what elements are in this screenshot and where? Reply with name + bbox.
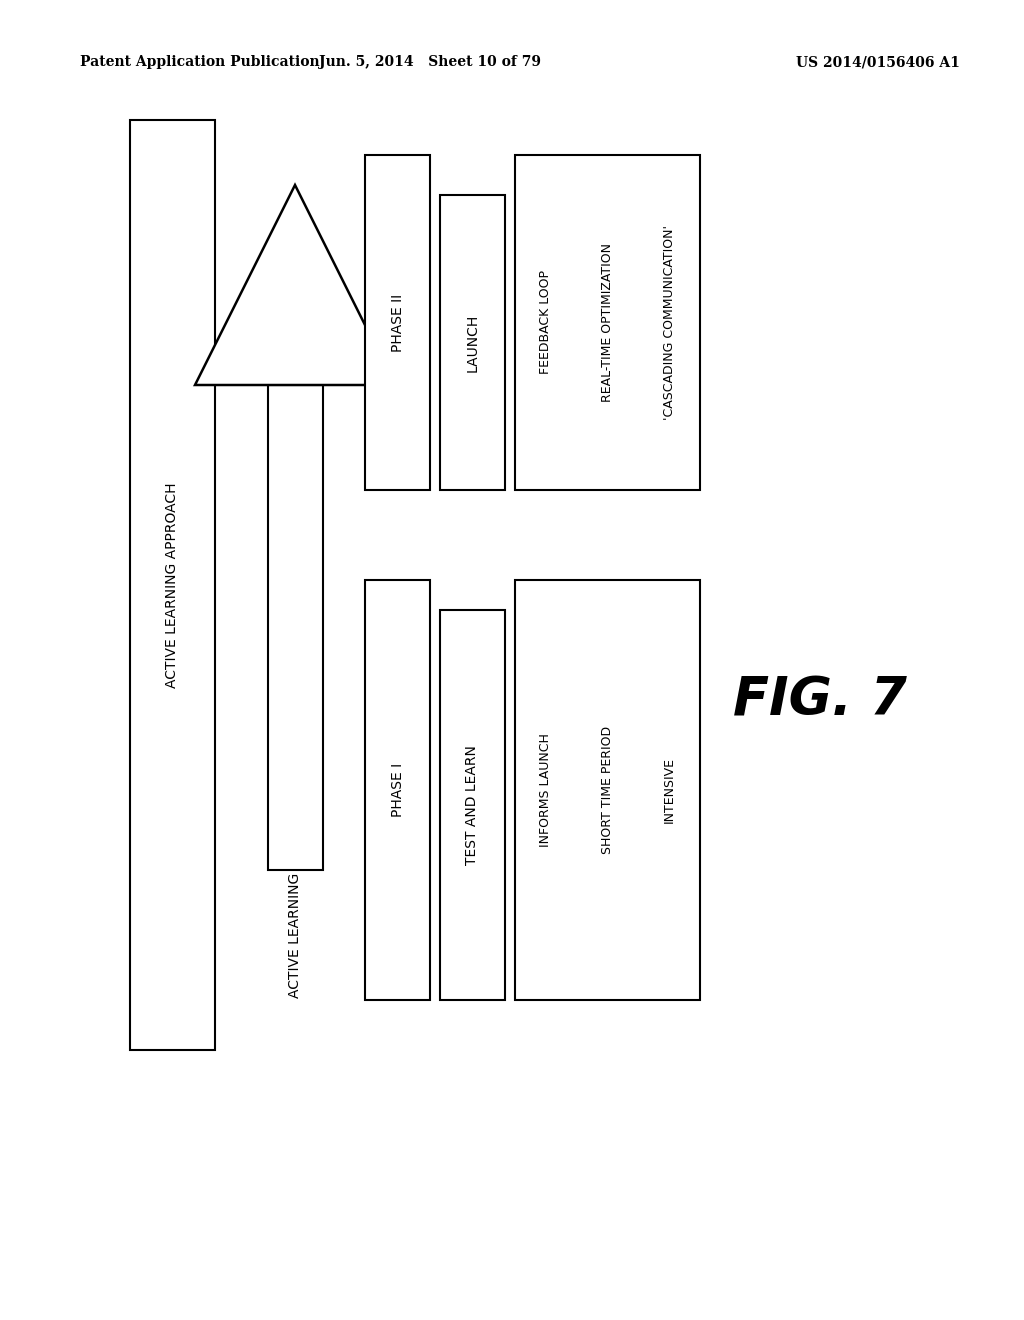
Text: ACTIVE LEARNING APPROACH: ACTIVE LEARNING APPROACH — [166, 482, 179, 688]
Text: FEEDBACK LOOP: FEEDBACK LOOP — [540, 271, 552, 375]
Bar — [130, 120, 215, 1049]
Bar — [515, 154, 700, 490]
Bar — [365, 579, 430, 1001]
Text: SHORT TIME PERIOD: SHORT TIME PERIOD — [601, 726, 614, 854]
Text: PHASE I: PHASE I — [390, 763, 404, 817]
Text: FIG. 7: FIG. 7 — [733, 675, 907, 726]
Bar — [515, 579, 700, 1001]
Text: TEST AND LEARN: TEST AND LEARN — [466, 744, 479, 865]
Text: INTENSIVE: INTENSIVE — [663, 756, 676, 822]
Text: ACTIVE LEARNING: ACTIVE LEARNING — [288, 873, 302, 998]
Text: REAL-TIME OPTIMIZATION: REAL-TIME OPTIMIZATION — [601, 243, 614, 403]
Text: US 2014/0156406 A1: US 2014/0156406 A1 — [796, 55, 961, 69]
Text: INFORMS LAUNCH: INFORMS LAUNCH — [540, 733, 552, 847]
Text: LAUNCH: LAUNCH — [466, 313, 479, 372]
Text: 'CASCADING COMMUNICATION': 'CASCADING COMMUNICATION' — [663, 224, 676, 420]
Text: Jun. 5, 2014   Sheet 10 of 79: Jun. 5, 2014 Sheet 10 of 79 — [319, 55, 541, 69]
Text: Patent Application Publication: Patent Application Publication — [80, 55, 319, 69]
Bar — [440, 610, 505, 1001]
Bar — [365, 154, 430, 490]
Bar — [267, 385, 323, 870]
Text: PHASE II: PHASE II — [390, 293, 404, 351]
Bar — [440, 195, 505, 490]
Polygon shape — [195, 185, 395, 385]
